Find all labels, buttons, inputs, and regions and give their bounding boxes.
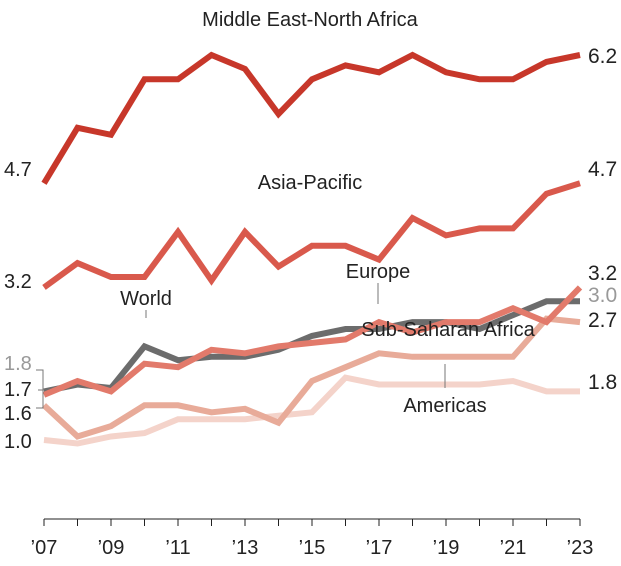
end-value-europe: 3.2 — [588, 262, 617, 285]
series-lines — [41, 51, 583, 447]
end-value-americas: 1.8 — [588, 371, 617, 394]
x-tick-label: ’11 — [165, 537, 190, 559]
x-tick-label: ’17 — [366, 537, 393, 559]
x-tick-label: ’13 — [232, 537, 259, 559]
x-tick-label: ’15 — [299, 537, 326, 559]
end-value-world: 3.0 — [588, 284, 617, 307]
series-line-middle-east-north-africa — [41, 51, 581, 185]
start-value-sub-saharan-africa: 1.6 — [4, 403, 32, 425]
end-value-asia-pacific: 4.7 — [588, 158, 617, 181]
x-axis: ’07 ’09 ’11 ’13 ’15 ’17 ’19 ’21 ’23 — [31, 518, 594, 559]
series-label-sub-saharan-africa: Sub-Saharan Africa — [361, 319, 535, 341]
start-value-middle-east-north-africa: 4.7 — [4, 159, 32, 181]
x-tick-label: ’19 — [433, 537, 460, 559]
series-line-world — [43, 298, 580, 395]
series-line-sub-saharan-africa — [41, 315, 581, 440]
series-label-middle-east-north-africa: Middle East-North Africa — [202, 9, 419, 31]
start-value-europe: 1.8 — [4, 353, 32, 375]
x-tick-label: ’23 — [567, 537, 594, 559]
series-label-asia-pacific: Asia-Pacific — [258, 172, 362, 194]
end-value-sub-saharan-africa: 2.7 — [588, 309, 617, 332]
series-line-asia-pacific — [42, 180, 581, 290]
end-value-middle-east-north-africa: 6.2 — [588, 45, 617, 68]
series-line-americas — [43, 374, 580, 447]
x-tick-label: ’09 — [98, 537, 125, 559]
start-value-bracket — [36, 369, 44, 409]
series-label-world: World — [120, 288, 172, 310]
start-value-asia-pacific: 3.2 — [4, 271, 32, 293]
series-label-europe: Europe — [346, 261, 411, 283]
x-tick-label: ’21 — [500, 537, 527, 559]
x-tick-label: ’07 — [31, 537, 58, 559]
start-value-americas: 1.0 — [4, 431, 32, 453]
start-value-world: 1.7 — [4, 379, 32, 401]
series-line-europe — [42, 285, 583, 398]
series-label-americas: Americas — [403, 395, 486, 417]
